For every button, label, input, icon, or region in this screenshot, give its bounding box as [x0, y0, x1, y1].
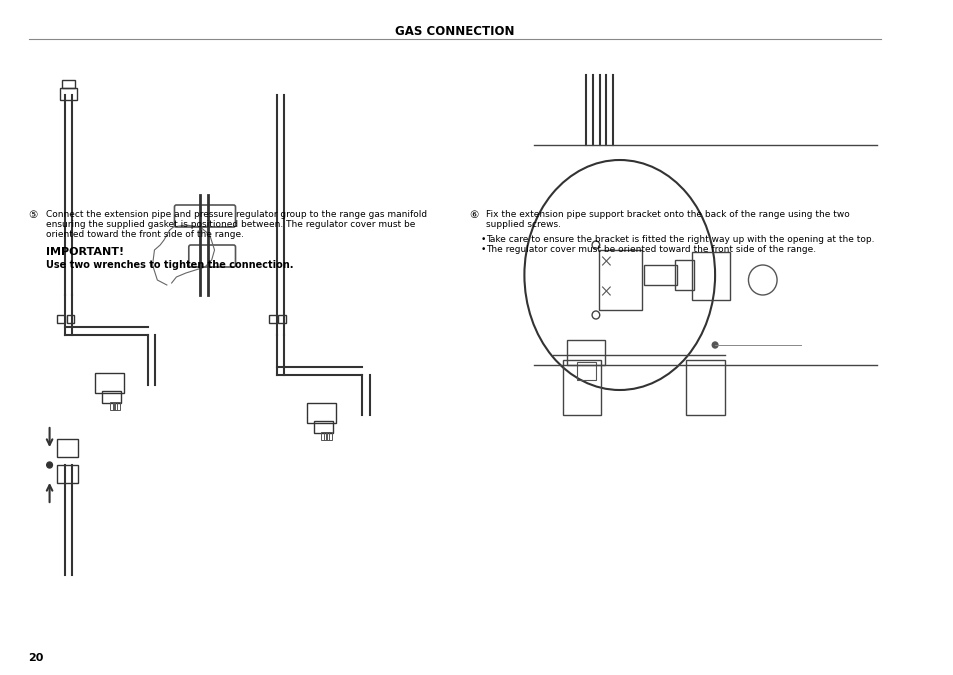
- Bar: [95, 373, 124, 393]
- Bar: [112, 402, 117, 410]
- Bar: [269, 315, 276, 323]
- Bar: [321, 432, 326, 440]
- Text: Take care to ensure the bracket is fitted the right way up with the opening at t: Take care to ensure the bracket is fitte…: [486, 235, 874, 244]
- Text: oriented toward the front side of the range.: oriented toward the front side of the ra…: [46, 230, 244, 239]
- Text: Use two wrenches to tighten the connection.: Use two wrenches to tighten the connecti…: [46, 260, 293, 270]
- Text: The regulator cover must be oriented toward the front side of the range.: The regulator cover must be oriented tow…: [486, 245, 816, 254]
- Text: •: •: [480, 245, 485, 254]
- Text: •: •: [480, 235, 485, 244]
- Bar: [562, 360, 600, 415]
- Bar: [692, 252, 730, 300]
- Text: GAS CONNECTION: GAS CONNECTION: [395, 25, 514, 38]
- Bar: [67, 315, 74, 323]
- Bar: [314, 421, 333, 433]
- Bar: [57, 439, 78, 457]
- Text: ⑥: ⑥: [469, 210, 478, 220]
- Bar: [686, 360, 724, 415]
- Circle shape: [47, 462, 52, 468]
- Bar: [307, 403, 335, 423]
- Bar: [598, 250, 641, 310]
- Text: supplied screws.: supplied screws.: [486, 220, 560, 229]
- Bar: [278, 315, 286, 323]
- Text: Connect the extension pipe and pressure regulator group to the range gas manifol: Connect the extension pipe and pressure …: [46, 210, 426, 219]
- Bar: [643, 265, 677, 285]
- Bar: [115, 402, 120, 410]
- Text: Fix the extension pipe support bracket onto the back of the range using the two: Fix the extension pipe support bracket o…: [486, 210, 849, 219]
- Bar: [675, 260, 694, 290]
- Text: 20: 20: [29, 653, 44, 663]
- Bar: [60, 88, 77, 100]
- Bar: [102, 391, 121, 403]
- Bar: [57, 315, 65, 323]
- Bar: [567, 340, 605, 365]
- Bar: [57, 465, 78, 483]
- Text: ensuring the supplied gasket is positioned between. The regulator cover must be: ensuring the supplied gasket is position…: [46, 220, 415, 229]
- Bar: [324, 432, 329, 440]
- Bar: [327, 432, 332, 440]
- Bar: [577, 362, 596, 380]
- Circle shape: [712, 342, 718, 348]
- Text: IMPORTANT!: IMPORTANT!: [46, 247, 124, 257]
- Bar: [62, 80, 75, 88]
- Text: ⑤: ⑤: [29, 210, 38, 220]
- Bar: [110, 402, 114, 410]
